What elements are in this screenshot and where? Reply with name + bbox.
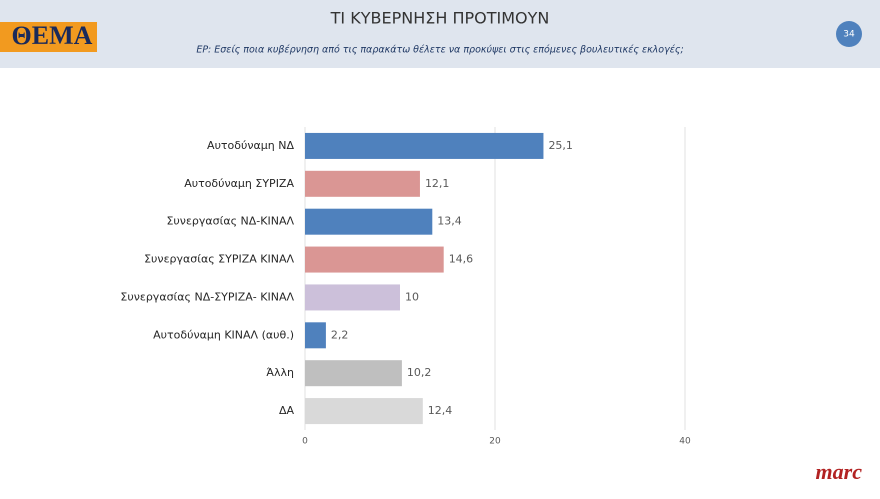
subtitle: ΕΡ: Εσείς ποια κυβέρνηση από τις παρακάτ…	[196, 45, 683, 56]
value-label: 13,4	[437, 215, 462, 228]
x-tick-label: 0	[302, 437, 308, 447]
category-label: ΔΑ	[279, 404, 295, 417]
bar	[305, 322, 326, 349]
chart-title: ΤΙ ΚΥΒΕΡΝΗΣΗ ΠΡΟΤΙΜΟΥΝ	[330, 9, 550, 28]
bar	[305, 398, 423, 425]
value-label: 10,2	[407, 366, 432, 379]
x-tick-label: 40	[679, 437, 691, 447]
bar	[305, 284, 400, 311]
value-label: 12,4	[428, 404, 453, 417]
bar	[305, 132, 544, 159]
value-label: 25,1	[548, 139, 573, 152]
x-tick-label: 20	[489, 437, 501, 447]
bar	[305, 170, 420, 197]
logo-box	[0, 22, 97, 52]
bar	[305, 360, 402, 387]
slide-number: 34	[843, 30, 855, 40]
category-label: Συνεργασίας ΝΔ-ΣΥΡΙΖΑ- ΚΙΝΑΛ	[120, 290, 294, 303]
bar	[305, 246, 444, 273]
category-label: Άλλη	[266, 366, 294, 379]
category-label: Αυτοδύναμη ΚΙΝΑΛ (αυθ.)	[153, 328, 294, 341]
logo: ΘΕΜΑ	[12, 21, 93, 50]
value-label: 12,1	[425, 177, 450, 190]
category-label: Συνεργασίας ΝΔ-ΚΙΝΑΛ	[166, 215, 294, 228]
category-label: Αυτοδύναμη ΝΔ	[207, 139, 294, 152]
value-label: 10	[405, 290, 419, 303]
slide-number-badge	[836, 21, 862, 47]
header-band	[0, 0, 880, 68]
value-label: 2,2	[331, 328, 349, 341]
category-label: Συνεργασίας ΣΥΡΙΖΑ ΚΙΝΑΛ	[144, 253, 294, 266]
category-label: Αυτοδύναμη ΣΥΡΙΖΑ	[184, 177, 294, 190]
bar	[305, 208, 433, 235]
value-label: 14,6	[449, 253, 474, 266]
brand: marc	[816, 459, 863, 484]
